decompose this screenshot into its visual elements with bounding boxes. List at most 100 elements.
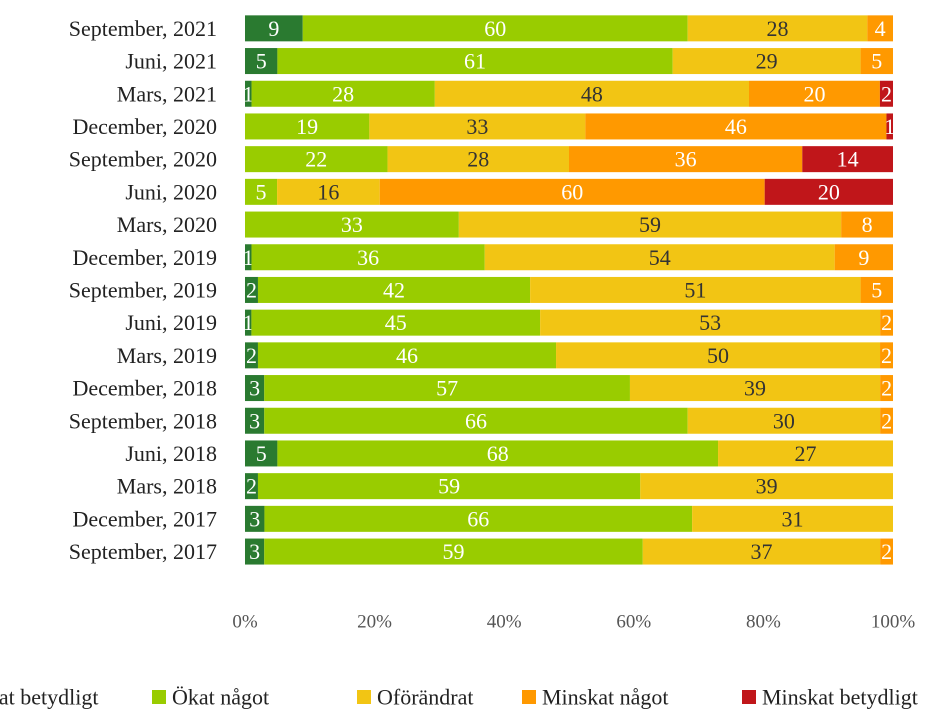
bar-segment: [642, 538, 881, 565]
bar-segment: [245, 48, 278, 75]
bar-segment: [277, 440, 719, 467]
bar-segment: [556, 342, 881, 369]
y-tick-label: September, 2017: [69, 539, 217, 564]
bar-segment: [860, 276, 893, 303]
data-label: 59: [438, 474, 460, 499]
data-label: 42: [383, 277, 405, 302]
data-label: 1: [243, 310, 254, 335]
bar-segment: [458, 211, 842, 238]
bar-segment: [245, 342, 258, 369]
data-label: 30: [773, 408, 795, 433]
data-label: 51: [684, 277, 706, 302]
data-label: 2: [246, 277, 257, 302]
bar-segment: [264, 407, 688, 434]
data-label: 3: [249, 376, 260, 401]
y-tick-label: Juni, 2019: [125, 310, 217, 335]
bar-segment: [257, 342, 557, 369]
bar-segment: [257, 276, 531, 303]
bar-segment: [245, 505, 265, 532]
data-label: 8: [862, 212, 873, 237]
bar-segment: [434, 80, 749, 107]
bar-segment: [251, 309, 541, 336]
bar-segment: [640, 473, 893, 500]
legend-swatch: [152, 690, 166, 704]
data-label: 9: [858, 245, 869, 270]
y-tick-label: Mars, 2021: [117, 81, 217, 106]
bar-segment: [251, 80, 435, 107]
bar-segment: [764, 178, 893, 205]
bar-segment: [257, 473, 641, 500]
bar-segment: [245, 211, 459, 238]
y-tick-label: September, 2019: [69, 277, 217, 302]
bar-segment: [802, 146, 893, 173]
x-tick-label: 80%: [746, 612, 781, 633]
bar-segment: [880, 375, 893, 402]
bar-segment: [629, 375, 881, 402]
bar-segment: [264, 375, 630, 402]
data-label: 5: [256, 179, 267, 204]
bar-segment: [834, 244, 893, 271]
data-label: 59: [639, 212, 661, 237]
bar-segment: [277, 178, 380, 205]
data-label: 5: [871, 49, 882, 74]
data-label: 20: [818, 179, 840, 204]
y-tick-label: Juni, 2021: [125, 49, 217, 74]
data-label: 46: [396, 343, 418, 368]
bar-segment: [880, 309, 893, 336]
data-label: 2: [881, 539, 892, 564]
y-tick-label: Juni, 2020: [125, 179, 217, 204]
bar-segment: [886, 113, 893, 140]
bar-segment: [841, 211, 893, 238]
data-label: 37: [750, 539, 772, 564]
data-label: 36: [357, 245, 379, 270]
bar-segment: [264, 505, 693, 532]
data-label: 2: [881, 376, 892, 401]
data-label: 61: [464, 49, 486, 74]
data-label: 60: [561, 179, 583, 204]
bar-segment: [245, 407, 265, 434]
bar-segment: [484, 244, 835, 271]
bar-segment: [379, 178, 765, 205]
data-label: 1: [243, 245, 254, 270]
bar-segment: [245, 113, 370, 140]
data-label: 33: [341, 212, 363, 237]
data-label: 1: [884, 114, 895, 139]
data-label: 68: [487, 441, 509, 466]
data-label: 57: [436, 376, 458, 401]
bar-segment: [718, 440, 893, 467]
bar-segment: [245, 538, 265, 565]
bar-segment: [251, 244, 485, 271]
data-label: 29: [756, 49, 778, 74]
bar-segment: [245, 15, 303, 42]
legend-label: Oförändrat: [377, 685, 474, 710]
bar-segment: [569, 146, 803, 173]
legend-swatch: [742, 690, 756, 704]
x-tick-label: 20%: [357, 612, 392, 633]
data-label: 5: [871, 277, 882, 302]
bar-segment: [749, 80, 880, 107]
data-label: 28: [767, 16, 789, 41]
bar-segment: [672, 48, 861, 75]
bar-segment: [264, 538, 643, 565]
x-tick-label: 60%: [616, 612, 651, 633]
bar-segment: [277, 48, 673, 75]
data-label: 5: [256, 441, 267, 466]
y-tick-label: December, 2019: [72, 245, 217, 270]
data-label: 5: [256, 49, 267, 74]
bar-segment: [369, 113, 586, 140]
y-tick-label: Mars, 2018: [117, 474, 217, 499]
bar-segment: [880, 407, 893, 434]
bar-segment: [245, 80, 252, 107]
data-label: 19: [296, 114, 318, 139]
data-label: 66: [465, 408, 487, 433]
data-label: 60: [484, 16, 506, 41]
bar-segment: [245, 276, 258, 303]
data-label: 22: [305, 147, 327, 172]
y-tick-label: Mars, 2019: [117, 343, 217, 368]
y-tick-label: September, 2018: [69, 408, 217, 433]
bar-segment: [687, 407, 881, 434]
data-label: 28: [332, 81, 354, 106]
y-tick-label: December, 2018: [72, 376, 217, 401]
y-tick-label: December, 2020: [72, 114, 217, 139]
bar-segment: [530, 276, 861, 303]
